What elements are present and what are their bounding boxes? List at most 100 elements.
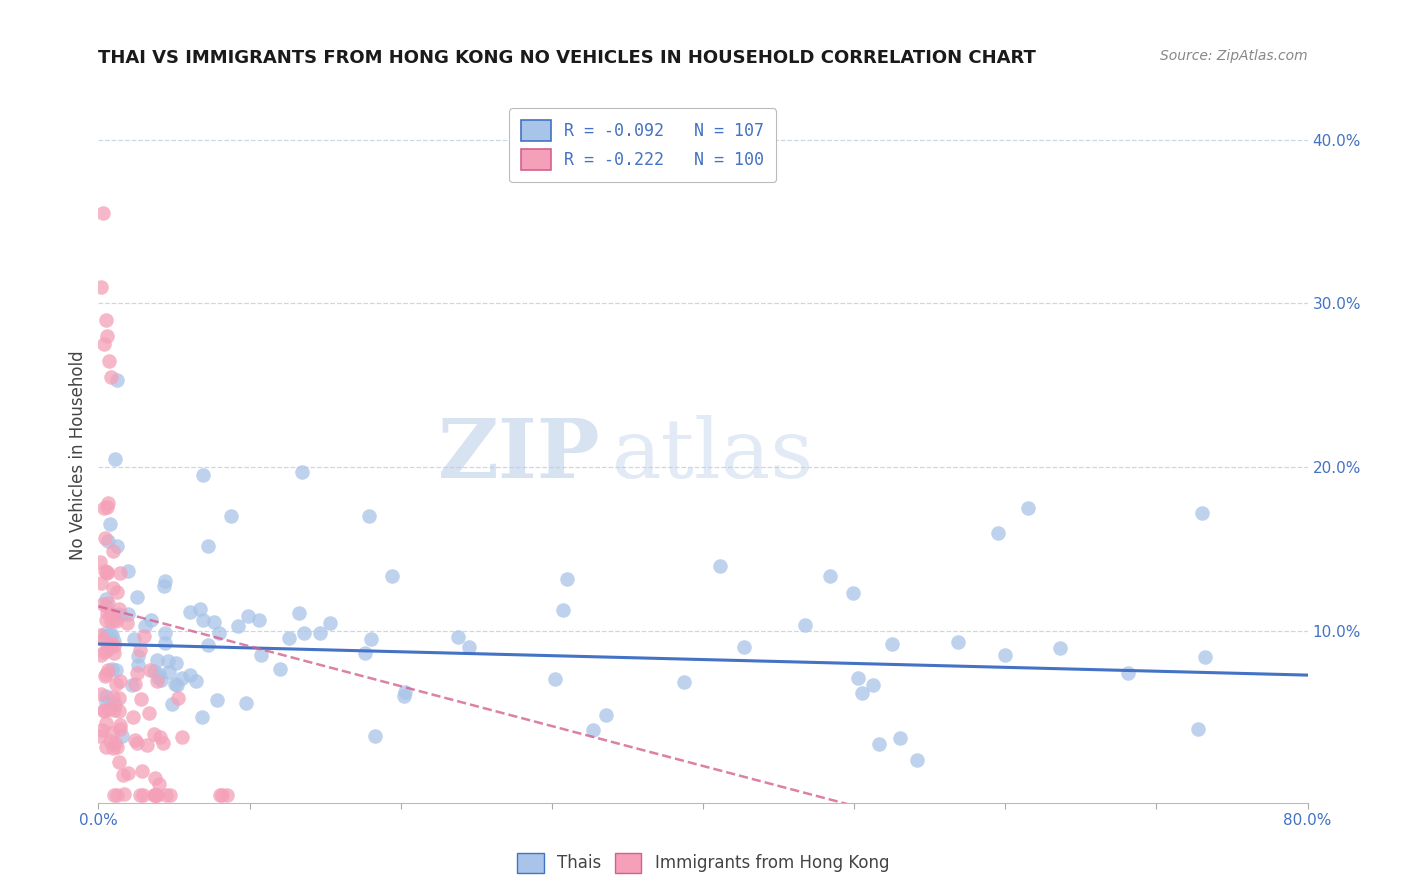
Point	[90, 648, 112, 663]
Point	[97, 664, 120, 678]
Point	[191, 710, 214, 724]
Text: ZIP: ZIP	[437, 415, 600, 495]
Point	[1049, 640, 1071, 655]
Point	[94, 592, 117, 607]
Point	[104, 697, 127, 711]
Point	[91, 597, 114, 611]
Point	[153, 626, 176, 640]
Point	[277, 631, 299, 645]
Point	[948, 635, 970, 649]
Point	[93, 645, 115, 659]
Point	[842, 586, 865, 600]
Point	[179, 668, 201, 682]
Point	[157, 655, 180, 669]
Point	[105, 739, 128, 754]
Point	[186, 673, 208, 688]
Point	[1191, 506, 1213, 520]
Point	[458, 640, 481, 655]
Point	[129, 692, 152, 706]
Point	[96, 695, 118, 709]
Point	[733, 640, 755, 654]
Point	[205, 692, 228, 706]
Point	[544, 672, 567, 686]
Point	[288, 607, 311, 621]
Point	[145, 674, 167, 689]
Point	[155, 636, 177, 650]
Point	[1017, 501, 1039, 516]
Point	[107, 602, 129, 616]
Point	[135, 738, 157, 752]
Point	[155, 788, 177, 802]
Point	[129, 642, 152, 657]
Point	[380, 569, 402, 583]
Point	[160, 697, 183, 711]
Point	[319, 615, 342, 630]
Point	[172, 730, 194, 744]
Point	[143, 727, 166, 741]
Point	[153, 574, 176, 589]
Point	[247, 613, 270, 627]
Point	[139, 663, 162, 677]
Point	[105, 539, 128, 553]
Point	[104, 452, 127, 467]
Point	[197, 539, 219, 553]
Text: Source: ZipAtlas.com: Source: ZipAtlas.com	[1160, 49, 1308, 63]
Point	[103, 634, 125, 648]
Point	[105, 373, 128, 387]
Point	[143, 788, 166, 802]
Point	[101, 690, 124, 705]
Point	[101, 544, 124, 558]
Point	[193, 613, 215, 627]
Point	[89, 628, 111, 642]
Point	[103, 703, 125, 717]
Point	[93, 531, 115, 545]
Point	[1116, 666, 1139, 681]
Point	[141, 614, 163, 628]
Point	[793, 618, 815, 632]
Point	[100, 370, 122, 384]
Point	[157, 665, 180, 679]
Point	[555, 572, 578, 586]
Text: THAI VS IMMIGRANTS FROM HONG KONG NO VEHICLES IN HOUSEHOLD CORRELATION CHART: THAI VS IMMIGRANTS FROM HONG KONG NO VEH…	[98, 49, 1036, 67]
Point	[159, 788, 181, 802]
Point	[91, 206, 114, 220]
Point	[117, 564, 139, 578]
Point	[143, 664, 166, 678]
Point	[127, 658, 149, 673]
Point	[104, 614, 127, 628]
Point	[96, 329, 118, 343]
Text: atlas: atlas	[613, 415, 814, 495]
Point	[121, 709, 143, 723]
Point	[98, 627, 121, 641]
Point	[117, 607, 139, 622]
Point	[103, 581, 125, 595]
Point	[166, 678, 188, 692]
Point	[96, 565, 118, 579]
Point	[145, 788, 167, 802]
Point	[148, 667, 170, 681]
Point	[122, 632, 145, 647]
Point	[125, 736, 148, 750]
Point	[309, 626, 332, 640]
Point	[143, 772, 166, 786]
Point	[125, 590, 148, 604]
Point	[165, 656, 187, 670]
Point	[94, 669, 117, 683]
Point	[179, 605, 201, 619]
Point	[132, 788, 155, 802]
Point	[100, 607, 122, 622]
Point	[709, 559, 731, 574]
Point	[107, 607, 129, 621]
Point	[124, 677, 146, 691]
Point	[103, 640, 125, 654]
Point	[149, 730, 172, 744]
Point	[394, 685, 416, 699]
Point	[143, 788, 166, 802]
Point	[820, 569, 842, 583]
Point	[94, 313, 117, 327]
Point	[96, 642, 118, 657]
Point	[880, 637, 903, 651]
Y-axis label: No Vehicles in Household: No Vehicles in Household	[69, 350, 87, 560]
Point	[94, 739, 117, 754]
Point	[89, 555, 111, 569]
